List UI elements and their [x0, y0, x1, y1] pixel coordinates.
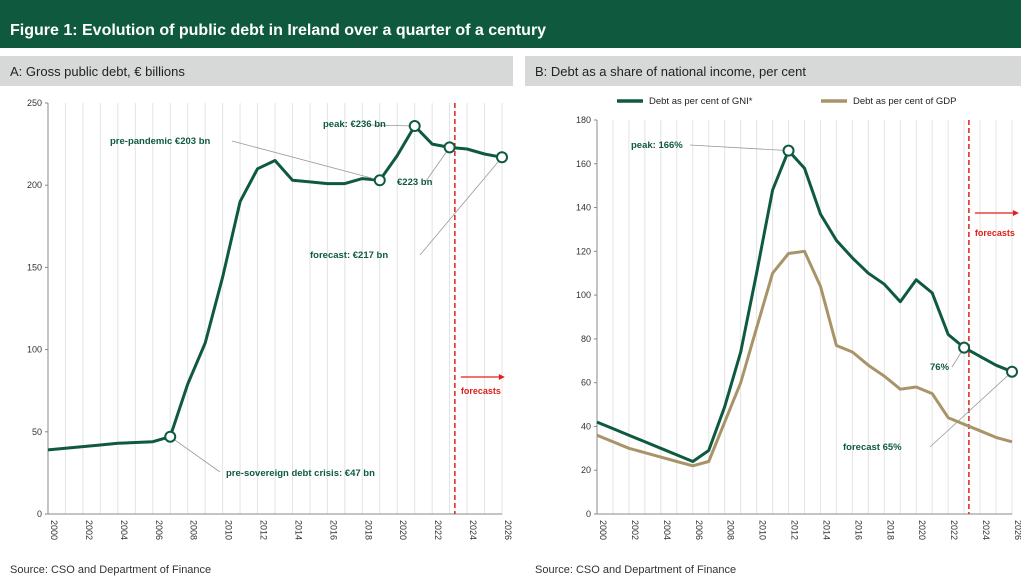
- annotation-marker: [958, 341, 971, 354]
- x-tick-label: 2006: [694, 520, 704, 540]
- annotation-marker: [373, 174, 386, 187]
- x-tick-label: 2016: [328, 520, 338, 540]
- x-tick-label: 2014: [293, 520, 303, 540]
- y-tick-label: 60: [581, 378, 591, 388]
- x-tick-label: 2026: [503, 520, 513, 540]
- annotation-leader: [369, 124, 415, 127]
- annotation-leader: [425, 147, 450, 182]
- panel-b-title: B: Debt as a share of national income, p…: [535, 64, 806, 79]
- x-tick-label: 2008: [189, 520, 199, 540]
- y-tick-label: 250: [27, 98, 42, 108]
- y-tick-label: 0: [37, 509, 42, 519]
- panel-b-source: Source: CSO and Department of Finance: [535, 564, 737, 576]
- annotation-leader: [419, 156, 503, 256]
- forecast-arrowhead: [498, 374, 505, 380]
- x-tick-label: 2024: [468, 520, 478, 540]
- y-tick-label: 50: [32, 427, 42, 437]
- x-tick-label: 2012: [259, 520, 269, 540]
- x-tick-label: 2020: [917, 520, 927, 540]
- x-tick-label: 2008: [726, 520, 736, 540]
- y-tick-label: 160: [576, 159, 591, 169]
- x-tick-label: 2010: [758, 520, 768, 540]
- annotation-marker: [1006, 365, 1018, 378]
- annotation-marker: [443, 141, 456, 154]
- x-tick-label: 2024: [981, 520, 991, 540]
- x-tick-label: 2018: [885, 520, 895, 540]
- annotation-label: forecast: €217 bn: [310, 250, 388, 261]
- series-line-debt: [47, 124, 503, 452]
- annotation-label: 76%: [930, 362, 950, 373]
- y-tick-label: 100: [27, 345, 42, 355]
- annotation-marker: [496, 151, 508, 164]
- y-tick-label: 200: [27, 180, 42, 190]
- annotation-marker: [782, 144, 795, 157]
- legend-label-gni: Debt as per cent of GNI*: [649, 96, 753, 107]
- annotation-marker: [408, 120, 421, 133]
- x-tick-label: 2012: [790, 520, 800, 540]
- annotation-leader: [929, 371, 1013, 448]
- x-tick-label: 2002: [84, 520, 94, 540]
- x-tick-label: 2002: [630, 520, 640, 540]
- forecast-label: forecasts: [461, 386, 501, 396]
- annotation-label: pre-pandemic €203 bn: [110, 136, 211, 147]
- annotation-leader: [169, 436, 221, 473]
- panel-a-title: A: Gross public debt, € billions: [10, 64, 185, 79]
- forecast-label: forecasts: [975, 228, 1015, 238]
- annotation-marker: [164, 430, 177, 443]
- y-tick-label: 180: [576, 115, 591, 125]
- x-tick-label: 2000: [598, 520, 608, 540]
- figure-header: Figure 1: Evolution of public debt in Ir…: [0, 0, 1021, 48]
- y-tick-label: 150: [27, 262, 42, 272]
- x-tick-label: 2006: [154, 520, 164, 540]
- annotation-label: pre-sovereign debt crisis: €47 bn: [226, 468, 375, 479]
- x-tick-label: 2022: [433, 520, 443, 540]
- y-tick-label: 0: [586, 509, 591, 519]
- x-tick-label: 2020: [398, 520, 408, 540]
- annotation-label: €223 bn: [397, 177, 433, 188]
- annotation-label: peak: €236 bn: [323, 119, 386, 130]
- y-tick-label: 80: [581, 334, 591, 344]
- forecast-arrowhead: [1012, 210, 1019, 216]
- x-tick-label: 2016: [853, 520, 863, 540]
- y-tick-label: 140: [576, 203, 591, 213]
- series-line-gdp: [596, 249, 1013, 468]
- x-tick-label: 2000: [49, 520, 59, 540]
- y-tick-label: 100: [576, 290, 591, 300]
- annotation-leader: [689, 144, 789, 152]
- series-line-gni: [596, 149, 1013, 463]
- x-tick-label: 2026: [1013, 520, 1021, 540]
- panel-a-header: A: Gross public debt, € billions: [0, 56, 513, 86]
- y-tick-label: 120: [576, 246, 591, 256]
- chart-a: 0 50 100 150 200 250 2000 2002 2004 2006 2008 2010 2…: [27, 98, 513, 540]
- panel-a-source: Source: CSO and Department of Finance: [10, 564, 212, 576]
- x-tick-label: 2018: [363, 520, 373, 540]
- x-tick-label: 2004: [119, 520, 129, 540]
- panel-b-header: B: Debt as a share of national income, p…: [525, 56, 1021, 86]
- chart-b: 0 20 40 60 80 100 120 140 160 180 2000 2002 2004 2006…: [576, 96, 1021, 540]
- figure-title: Figure 1: Evolution of public debt in Ir…: [10, 22, 547, 39]
- x-tick-label: 2022: [949, 520, 959, 540]
- y-tick-label: 20: [581, 465, 591, 475]
- x-tick-label: 2010: [224, 520, 234, 540]
- y-tick-label: 40: [581, 421, 591, 431]
- x-tick-label: 2004: [662, 520, 672, 540]
- annotation-leader: [231, 140, 380, 181]
- legend-label-gdp: Debt as per cent of GDP: [853, 96, 957, 107]
- annotation-label: peak: 166%: [631, 140, 683, 151]
- x-tick-label: 2014: [821, 520, 831, 540]
- annotation-label: forecast 65%: [843, 442, 902, 453]
